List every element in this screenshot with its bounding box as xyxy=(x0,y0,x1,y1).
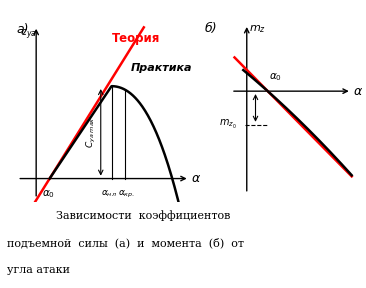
Text: $\alpha$: $\alpha$ xyxy=(191,172,201,185)
Text: б): б) xyxy=(205,22,217,35)
Text: $\alpha_0$: $\alpha_0$ xyxy=(269,71,283,83)
Text: а): а) xyxy=(16,23,29,36)
Text: $m_{z_0}$: $m_{z_0}$ xyxy=(219,118,236,131)
Text: угла атаки: угла атаки xyxy=(7,265,70,275)
Text: $\alpha_{нл}$: $\alpha_{нл}$ xyxy=(101,189,117,199)
Text: $\alpha_0$: $\alpha_0$ xyxy=(42,189,55,200)
Text: $C_{ya\ max}$: $C_{ya\ max}$ xyxy=(85,116,98,148)
Text: $m_z$: $m_z$ xyxy=(249,23,266,35)
Text: подъемной  силы  (а)  и  момента  (б)  от: подъемной силы (а) и момента (б) от xyxy=(7,238,244,248)
Text: $\alpha$: $\alpha$ xyxy=(354,85,363,98)
Text: Практика: Практика xyxy=(130,63,192,73)
Text: $c_{ya}$: $c_{ya}$ xyxy=(20,27,37,42)
Text: Зависимости  коэффициентов: Зависимости коэффициентов xyxy=(7,210,231,221)
Text: $\alpha_{кр.}$: $\alpha_{кр.}$ xyxy=(118,189,135,200)
Text: Теория: Теория xyxy=(112,32,160,45)
